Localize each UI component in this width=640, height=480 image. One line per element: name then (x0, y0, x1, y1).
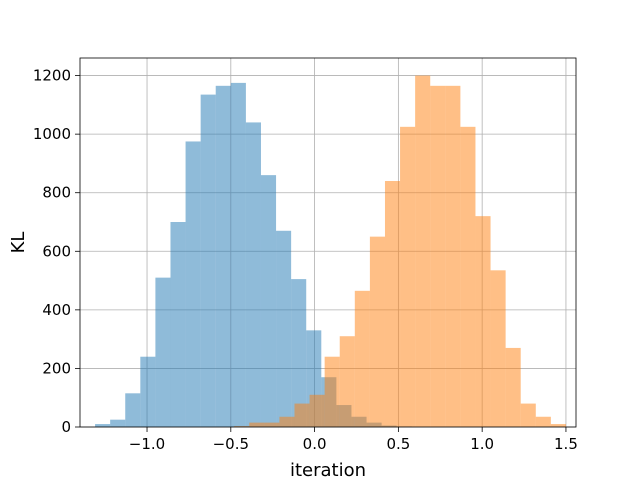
histogram-bar (475, 216, 491, 427)
histogram-bar (110, 419, 126, 427)
x-axis-label: iteration (290, 460, 366, 480)
histogram-bar (490, 270, 506, 427)
plot-frame (79, 57, 577, 428)
y-tick-label: 1200 (33, 67, 71, 85)
histogram-bar (234, 426, 250, 427)
histogram-bar (95, 424, 111, 427)
y-tick-label: 600 (42, 242, 71, 260)
y-tick-label: 1000 (33, 125, 71, 143)
histogram-bar (155, 277, 171, 427)
histogram-bar (354, 290, 370, 427)
histogram-bar (264, 422, 280, 427)
histogram-bar (279, 416, 295, 427)
x-tick-label: −1.0 (129, 435, 165, 453)
histogram-bar (550, 424, 566, 427)
y-tick-label: 0 (61, 418, 71, 436)
histogram-bar (369, 236, 385, 427)
histogram-bar (445, 85, 461, 428)
histogram-bar (200, 94, 216, 427)
histogram-bar (215, 85, 231, 428)
histogram-bar (185, 141, 201, 427)
histogram-bar (430, 85, 446, 428)
histogram-bar (460, 126, 476, 428)
histogram-bar (276, 230, 292, 427)
histogram-bar (324, 356, 340, 427)
histogram-bar (400, 126, 416, 428)
histogram-bar (230, 82, 246, 428)
y-tick-label: 400 (42, 301, 71, 319)
histogram-bar (125, 393, 141, 427)
histogram-bar (339, 336, 355, 427)
ticks-layer: −1.0 −0.5 0.0 0.5 1.0 1.5 0 200 400 600 800 1000 120… (33, 67, 578, 453)
x-tick-label: 0.0 (303, 435, 327, 453)
x-tick-label: 0.5 (386, 435, 410, 453)
histogram-bar (170, 222, 186, 427)
histogram-bar (505, 347, 521, 427)
histogram-series-2 (234, 75, 566, 428)
y-tick-label: 200 (42, 359, 71, 377)
x-tick-label: 1.5 (554, 435, 578, 453)
histogram-bar (309, 394, 325, 427)
histogram-bar (291, 279, 307, 427)
histogram-bar (260, 175, 277, 427)
histogram-bar (415, 75, 431, 428)
bars-layer (95, 75, 566, 428)
y-tick-label: 800 (42, 184, 71, 202)
histogram-bar (245, 122, 261, 427)
x-tick-label: 1.0 (470, 435, 494, 453)
y-axis-label: KL (8, 232, 29, 254)
histogram-bar (520, 403, 536, 427)
histogram-bar (249, 422, 265, 427)
x-tick-label: −0.5 (213, 435, 249, 453)
histogram-bar (140, 356, 156, 427)
histogram-bar (384, 181, 401, 427)
histogram-bar (535, 416, 551, 427)
histogram-bar (294, 403, 310, 427)
